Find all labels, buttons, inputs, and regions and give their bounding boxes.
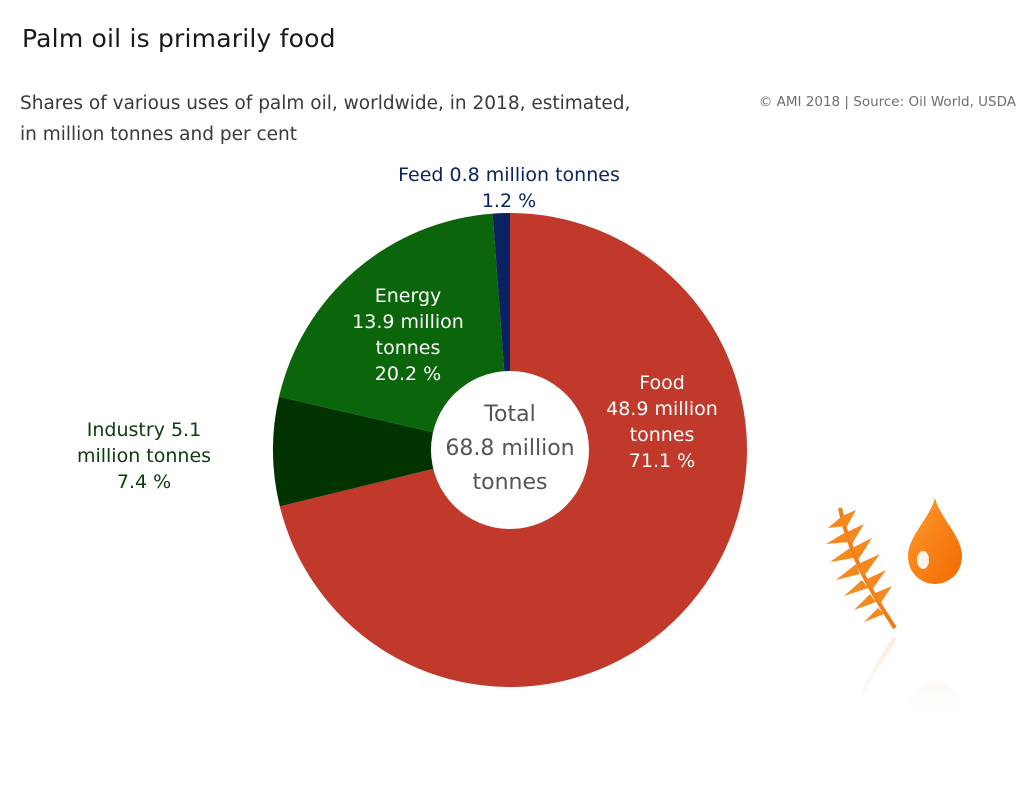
donut-hole <box>431 371 589 529</box>
total-label-line: 68.8 million <box>445 436 574 461</box>
slice-label-line: tonnes <box>630 424 695 446</box>
total-label-line: Total <box>483 402 535 427</box>
slice-label-line: Feed 0.8 million tonnes <box>398 164 620 186</box>
slice-label-line: Food <box>639 372 685 394</box>
slice-label-line: tonnes <box>376 337 441 359</box>
slice-label-line: Industry 5.1 <box>87 419 201 441</box>
slice-label-line: 71.1 % <box>629 450 695 472</box>
slice-label-line: 48.9 million <box>606 398 718 420</box>
chart-title: Palm oil is primarily food <box>22 24 336 53</box>
slice-label-line: 7.4 % <box>117 471 171 493</box>
source-note: © AMI 2018 | Source: Oil World, USDA <box>758 94 1016 110</box>
slice-label-food: Food 48.9 million tonnes 71.1 % <box>606 372 718 472</box>
slice-label-industry: Industry 5.1 million tonnes 7.4 % <box>77 419 211 493</box>
total-label: Total 68.8 million tonnes <box>445 402 574 495</box>
slice-label-feed: Feed 0.8 million tonnes 1.2 % <box>398 164 620 212</box>
slice-label-energy: Energy 13.9 million tonnes 20.2 % <box>352 285 464 385</box>
slice-label-line: Energy <box>375 285 442 307</box>
palm-frond-icon <box>826 507 897 630</box>
palm-oil-logo-icon <box>820 498 980 708</box>
pie-slice-energy <box>279 213 510 450</box>
slice-label-line: million tonnes <box>77 445 211 467</box>
oil-drop-icon <box>908 498 962 584</box>
subtitle-line-1: Shares of various uses of palm oil, worl… <box>20 93 631 114</box>
slice-label-line: 13.9 million <box>352 311 464 333</box>
pie-slice-industry <box>273 396 510 507</box>
slice-label-line: 20.2 % <box>375 363 441 385</box>
chart-subtitle: Shares of various uses of palm oil, worl… <box>20 88 720 150</box>
subtitle-line-2: in million tonnes and per cent <box>20 124 298 145</box>
slice-label-line: 1.2 % <box>482 190 536 212</box>
total-label-line: tonnes <box>473 470 548 495</box>
